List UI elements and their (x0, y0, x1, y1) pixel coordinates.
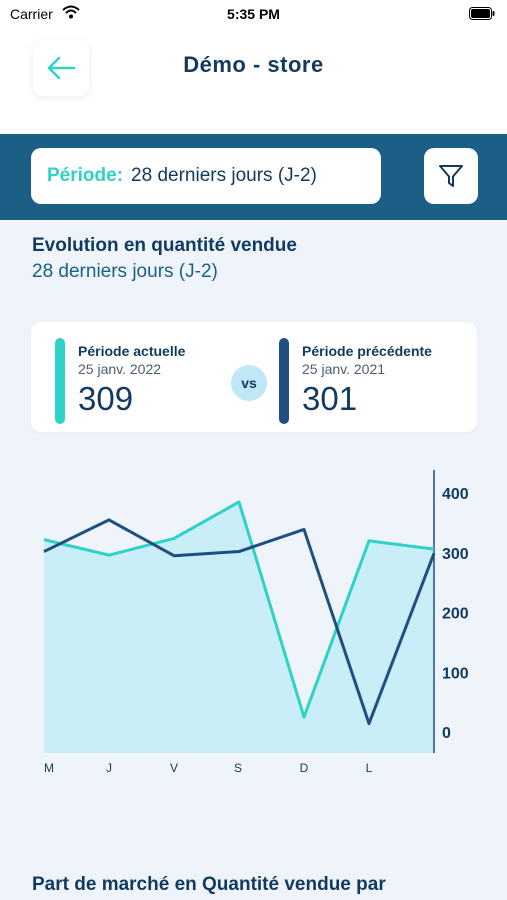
battery-icon (469, 7, 495, 23)
current-period-label: Période actuelle (78, 343, 186, 359)
x-tick-label: S (234, 761, 242, 775)
previous-period-label: Période précédente (302, 343, 432, 359)
comparison-card: Période actuelle 25 janv. 2022 309 vs Pé… (31, 322, 477, 432)
previous-period-value: 301 (302, 380, 358, 417)
y-tick-label: 0 (442, 725, 451, 742)
y-tick-label: 300 (442, 546, 469, 563)
x-tick-label: J (106, 761, 112, 775)
filter-icon (439, 165, 463, 187)
previous-period-date: 25 janv. 2021 (302, 361, 386, 377)
period-selector[interactable]: Période: 28 derniers jours (J-2) (31, 148, 381, 204)
x-tick-label: M (44, 761, 54, 775)
y-tick-label: 400 (442, 486, 469, 503)
back-button[interactable] (33, 40, 89, 96)
y-tick-label: 100 (442, 665, 469, 682)
y-tick-label: 200 (442, 606, 469, 623)
current-period-value: 309 (78, 380, 134, 417)
current-period-line (43, 500, 435, 719)
section-subtitle: 28 derniers jours (J-2) (32, 261, 218, 282)
page-title: Démo - store (183, 52, 324, 77)
wifi-icon (62, 5, 80, 22)
carrier-label: Carrier (10, 6, 53, 22)
status-bar: Carrier 5:35 PM (0, 0, 507, 30)
section-title: Evolution en quantité vendue (32, 235, 297, 256)
filter-bar: Période: 28 derniers jours (J-2) (0, 134, 507, 220)
x-tick-label: V (170, 761, 178, 775)
current-period-area (44, 501, 434, 753)
x-tick-label: D (300, 761, 309, 775)
quantity-chart-svg: 0 100 200 300 400 M J V S D L (43, 470, 469, 775)
previous-period-indicator (279, 338, 289, 424)
app-header: Démo - store (0, 30, 507, 134)
period-value: 28 derniers jours (J-2) (131, 165, 317, 186)
x-tick-label: L (366, 761, 373, 775)
previous-period-line (43, 518, 436, 726)
current-period-indicator (55, 338, 65, 424)
period-label: Période: (47, 165, 124, 186)
vs-badge: vs (231, 365, 267, 401)
status-time: 5:35 PM (227, 6, 280, 22)
filter-button[interactable] (424, 148, 478, 204)
current-period-date: 25 janv. 2022 (78, 361, 162, 377)
quantity-chart: 0 100 200 300 400 M J V S D L (0, 460, 507, 790)
arrow-left-icon (47, 56, 76, 80)
market-share-title: Part de marché en Quantité vendue par (32, 874, 386, 895)
